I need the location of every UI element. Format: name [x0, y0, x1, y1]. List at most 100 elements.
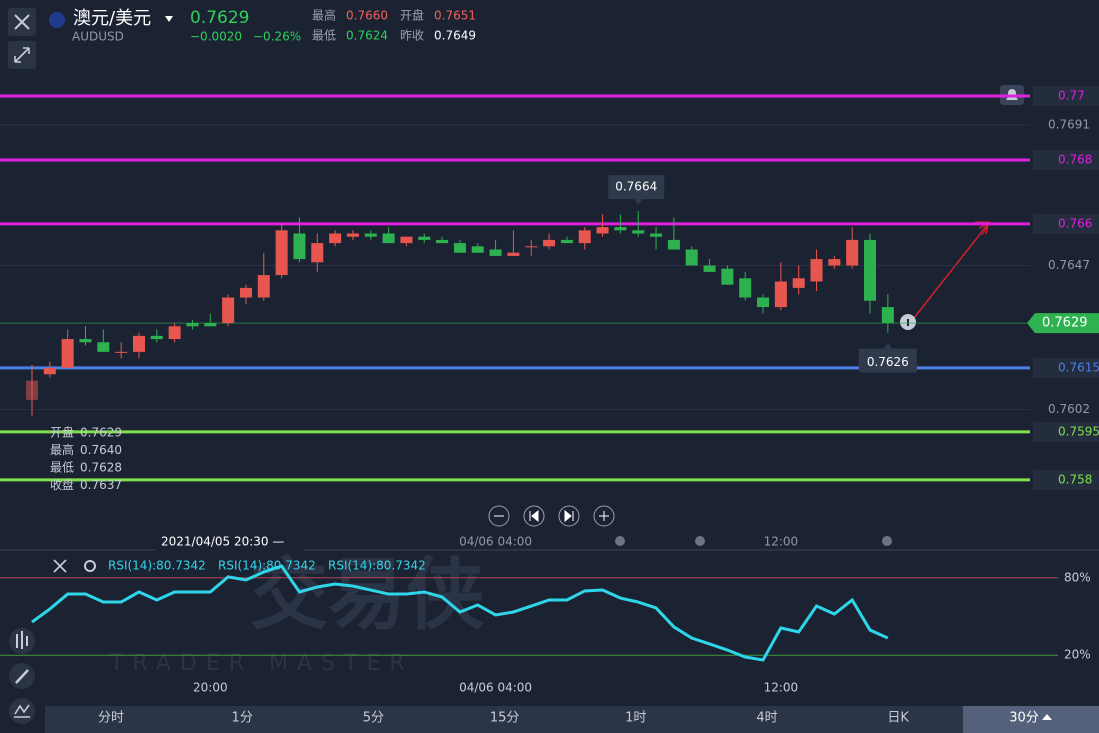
flag-icon [49, 12, 65, 28]
candle-body [418, 236, 431, 240]
candle-body [650, 233, 663, 237]
tab[interactable]: 4时 [756, 711, 777, 726]
stat-label: 最低 [312, 29, 336, 43]
stat-label: 开盘 [400, 8, 424, 23]
watermark-title: 交易侠 [250, 550, 485, 640]
candle-body [239, 287, 252, 298]
draw-button[interactable] [9, 663, 35, 689]
candle-body [364, 233, 377, 237]
tab[interactable]: 15分 [490, 711, 520, 726]
info-icon[interactable] [900, 314, 916, 330]
zoom-in-button[interactable] [593, 505, 615, 527]
low-marker-notch [883, 342, 892, 349]
hover-label: 最低 [50, 461, 74, 475]
stat-label: 昨收 [400, 29, 424, 43]
rsi-legend: RSI(14):80.7342 [108, 559, 206, 573]
stat-value: 0.7624 [346, 29, 388, 43]
hover-value: 0.7629 [80, 426, 122, 440]
candle-body [61, 339, 74, 368]
level-label: 0.7595 [1058, 424, 1099, 438]
candle-body [382, 233, 395, 244]
tab-arrow [1042, 714, 1052, 720]
tab[interactable]: 分时 [98, 711, 124, 726]
candle-body [721, 268, 734, 285]
zoom-out-button[interactable] [488, 505, 510, 527]
price-change-pct: −0.26% [253, 30, 301, 44]
candle-body [525, 246, 538, 248]
tab[interactable]: 5分 [363, 711, 384, 726]
last-price-label: 0.7629 [1042, 316, 1088, 331]
candle-body [400, 236, 413, 244]
tab[interactable]: 1分 [232, 711, 253, 726]
candle-body [26, 380, 38, 400]
candle-body [792, 278, 805, 288]
candle-body [257, 275, 270, 298]
candle-body [275, 230, 288, 276]
rsi-close[interactable] [53, 559, 67, 573]
x-tick-label: 04/06 04:00 [459, 535, 532, 549]
tab[interactable]: 1时 [625, 711, 646, 726]
candle-body [739, 278, 752, 298]
rsi-tick-label: 80% [1064, 570, 1091, 584]
rsi-legend: RSI(14):80.7342 [328, 559, 426, 573]
close-button[interactable] [8, 8, 36, 36]
crosshair-time: 2021/04/05 20:30 — [161, 535, 284, 549]
collapse-button[interactable] [8, 41, 36, 69]
candle-body [346, 233, 359, 237]
rewind-button[interactable] [523, 505, 545, 527]
forward-button[interactable] [558, 505, 580, 527]
rsi-line [31, 564, 889, 662]
candle-body [43, 367, 56, 375]
hover-value: 0.7628 [80, 461, 122, 475]
crosshair-time-box [155, 532, 303, 552]
candle-body [507, 252, 520, 256]
candle-body [864, 239, 877, 301]
y-tick-label: 0.7691 [1048, 117, 1090, 131]
stat-value: 0.7649 [434, 29, 476, 43]
low-marker-box [858, 348, 917, 373]
tab[interactable]: 日K [887, 711, 909, 726]
candle-body [774, 281, 787, 308]
high-marker-notch [634, 199, 643, 206]
candle-body [757, 297, 770, 308]
candle-body [311, 243, 324, 263]
level-label: 0.766 [1058, 216, 1092, 230]
rsi-settings[interactable] [84, 560, 96, 572]
candle-body [828, 259, 841, 266]
hover-value: 0.7637 [80, 478, 122, 492]
price-change: −0.0020 [190, 30, 242, 44]
current-price: 0.7629 [190, 8, 249, 28]
candle-body [168, 326, 181, 340]
candle-body [204, 323, 217, 327]
tab[interactable]: 30分 [1009, 711, 1039, 726]
candle-body [97, 342, 110, 352]
hover-label: 最高 [50, 442, 74, 457]
candle-body [150, 335, 163, 340]
x-tick-label: 12:00 [764, 681, 799, 695]
candle-body [543, 239, 556, 247]
candle-body [596, 227, 609, 234]
indicator-button[interactable] [9, 698, 35, 724]
x-tick-label: 20:00 [193, 681, 228, 695]
chart-type-button[interactable] [9, 628, 35, 654]
level-label: 0.768 [1058, 152, 1092, 166]
hover-label: 开盘 [50, 425, 74, 440]
candle-body [703, 265, 716, 272]
level-tag [1033, 421, 1099, 442]
dropdown-arrow[interactable] [165, 16, 173, 22]
rsi-legend: RSI(14):80.7342 [218, 559, 316, 573]
symbol-title[interactable]: 澳元/美元 [73, 8, 151, 29]
tab-bar [45, 706, 1099, 733]
low-marker-label: 0.7626 [867, 355, 909, 369]
active-tab[interactable] [963, 706, 1099, 733]
time-dots [615, 536, 892, 546]
level-tag [1033, 469, 1099, 490]
candle-body [329, 233, 342, 244]
high-marker-label: 0.7664 [615, 180, 657, 194]
y-tick-label: 0.7602 [1048, 402, 1090, 416]
level-tag [1033, 149, 1099, 170]
stat-label: 最高 [312, 8, 336, 23]
candle-body [293, 233, 306, 260]
